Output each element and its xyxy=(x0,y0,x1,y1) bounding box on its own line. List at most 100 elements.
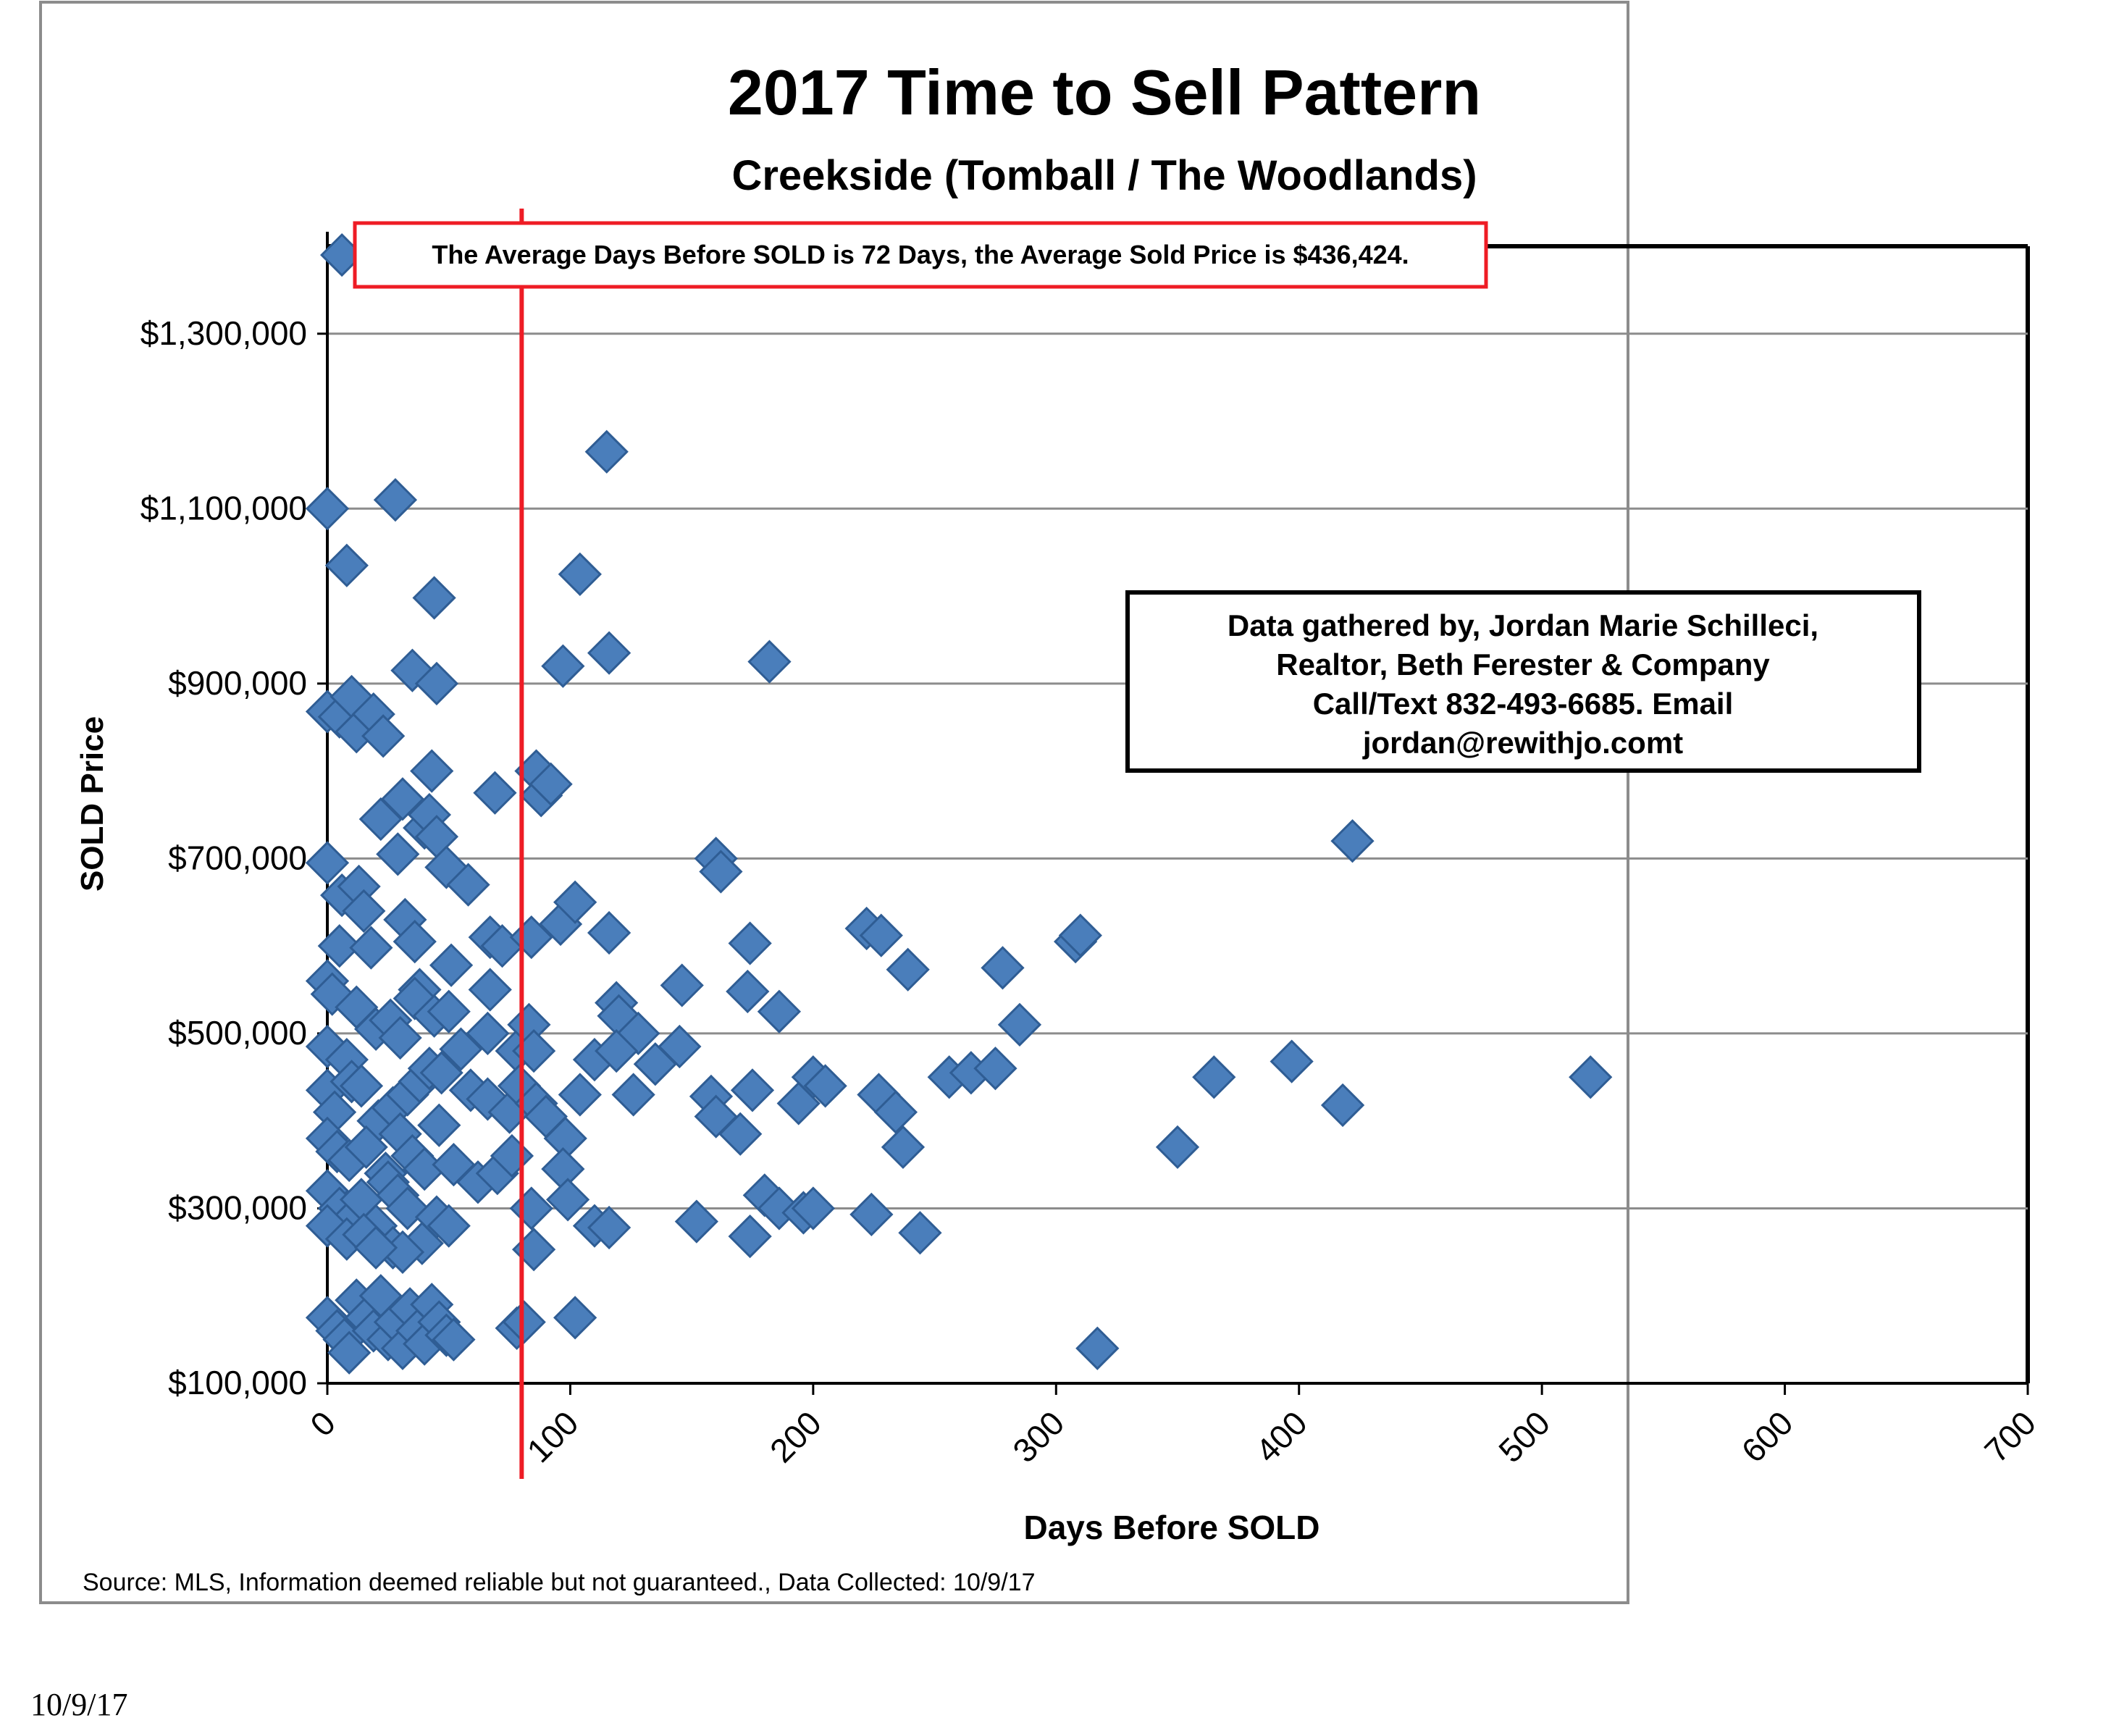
data-point xyxy=(973,1047,1017,1091)
data-point xyxy=(410,749,454,793)
y-tick-label: $300,000 xyxy=(168,1188,307,1226)
data-point xyxy=(529,762,573,806)
data-point xyxy=(553,1296,597,1340)
info-line-2: Realtor, Beth Ferester & Company xyxy=(1276,647,1770,682)
data-point xyxy=(587,1205,631,1250)
data-point xyxy=(1270,1039,1314,1083)
data-point xyxy=(728,1214,772,1259)
data-point xyxy=(1320,1083,1365,1128)
data-point xyxy=(380,777,425,821)
data-point xyxy=(427,1204,471,1248)
data-point xyxy=(898,1211,942,1255)
data-point xyxy=(558,552,602,597)
data-point xyxy=(361,714,406,758)
y-tick-label: $100,000 xyxy=(168,1364,307,1401)
data-point xyxy=(997,1002,1042,1047)
data-point xyxy=(349,926,393,970)
data-point xyxy=(317,924,361,968)
data-point xyxy=(414,661,459,705)
data-point xyxy=(417,1103,461,1147)
data-point xyxy=(757,989,802,1033)
average-note: The Average Days Before SOLD is 72 Days,… xyxy=(432,240,1409,269)
data-point xyxy=(699,850,743,894)
data-point xyxy=(873,1090,918,1134)
x-tick-label: 700 xyxy=(1977,1404,2043,1469)
chart-subtitle: Creekside (Tomball / The Woodlands) xyxy=(731,152,1477,199)
data-point xyxy=(468,968,512,1012)
data-points xyxy=(305,232,1613,1375)
data-point xyxy=(393,919,437,964)
y-tick-label: $900,000 xyxy=(168,664,307,702)
data-point xyxy=(658,1024,702,1069)
data-point xyxy=(728,921,772,965)
data-point xyxy=(473,771,517,815)
data-point xyxy=(849,1192,894,1237)
data-point xyxy=(324,543,369,587)
data-point xyxy=(466,1011,510,1056)
data-point xyxy=(859,913,903,957)
data-point xyxy=(674,1199,718,1244)
data-point xyxy=(429,943,474,987)
data-point xyxy=(881,1125,926,1170)
y-tick-label: $700,000 xyxy=(168,839,307,876)
info-line-1: Data gathered by, Jordan Marie Schilleci… xyxy=(1228,608,1818,642)
data-point xyxy=(502,1300,546,1344)
data-point xyxy=(981,946,1025,990)
data-point xyxy=(747,640,792,684)
data-point xyxy=(558,1073,602,1117)
data-point xyxy=(446,863,490,907)
data-point xyxy=(376,832,420,876)
data-point xyxy=(432,1317,476,1362)
data-point xyxy=(305,841,350,885)
footer-date: 10/9/17 xyxy=(30,1687,128,1722)
y-tick-label: $1,300,000 xyxy=(140,314,307,352)
y-axis-label: SOLD Price xyxy=(75,716,110,892)
y-tick-labels: $100,000 $300,000 $500,000 $700,000 $900,000… xyxy=(140,314,307,1401)
data-point xyxy=(339,1064,384,1108)
data-point xyxy=(1155,1125,1200,1170)
data-point xyxy=(611,1073,655,1117)
data-point xyxy=(353,1225,398,1270)
source-note: Source: MLS, Information deemed reliable… xyxy=(83,1569,1035,1596)
data-point xyxy=(327,1330,372,1375)
data-point xyxy=(412,576,456,620)
data-point xyxy=(587,910,631,955)
data-point xyxy=(776,1081,821,1125)
data-point xyxy=(595,1028,639,1073)
data-point xyxy=(378,1015,422,1060)
data-point xyxy=(1569,1055,1613,1099)
data-point xyxy=(553,880,597,924)
x-axis-label: Days Before SOLD xyxy=(1023,1509,1319,1546)
data-point xyxy=(726,969,770,1014)
data-point xyxy=(545,1178,590,1222)
y-tick-label: $500,000 xyxy=(168,1014,307,1052)
data-point xyxy=(344,1125,388,1170)
data-point xyxy=(342,889,386,933)
data-point xyxy=(587,631,631,675)
data-point xyxy=(541,644,585,688)
data-point xyxy=(886,947,930,991)
data-point xyxy=(1058,913,1102,957)
y-tick-label: $1,100,000 xyxy=(140,489,307,527)
data-point xyxy=(427,989,471,1033)
data-point xyxy=(584,429,629,474)
data-point xyxy=(439,1027,483,1071)
chart-title: 2017 Time to Sell Pattern xyxy=(728,56,1481,128)
info-line-3: Call/Text 832-493-6685. Email xyxy=(1313,687,1734,721)
info-box xyxy=(1125,590,1921,773)
x-tick-label: 600 xyxy=(1734,1404,1800,1469)
data-point xyxy=(373,478,418,522)
data-point xyxy=(1075,1326,1120,1370)
data-point xyxy=(1192,1055,1236,1099)
data-point xyxy=(660,963,704,1007)
data-point xyxy=(718,1112,763,1156)
info-line-4: jordan@rewithjo.comt xyxy=(1362,726,1683,760)
data-point xyxy=(305,487,350,531)
data-point xyxy=(803,1064,847,1108)
data-point xyxy=(791,1186,835,1230)
data-point xyxy=(730,1068,775,1112)
data-point xyxy=(1330,819,1375,863)
data-point xyxy=(419,1051,463,1095)
average-note-box xyxy=(353,221,1488,289)
